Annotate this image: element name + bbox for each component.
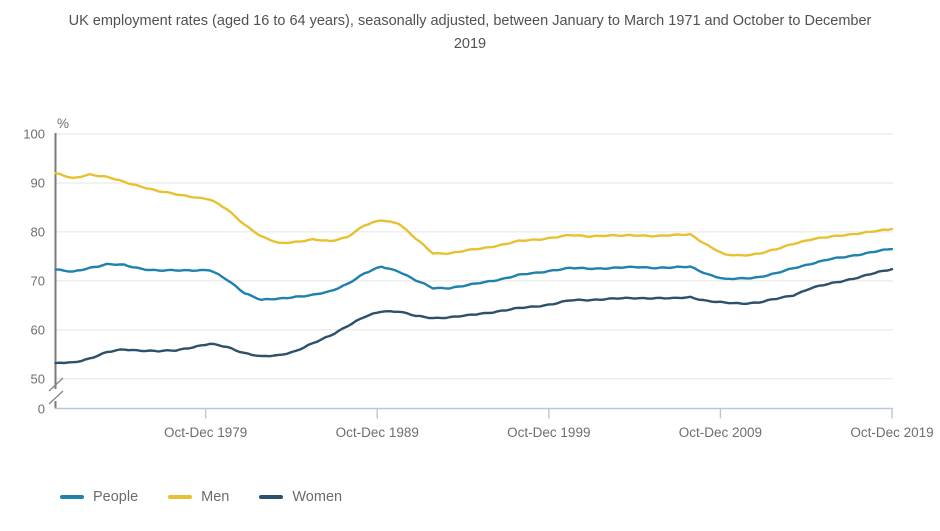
axis-break-slash-upper-icon bbox=[48, 377, 64, 392]
women-line-swatch-icon bbox=[259, 495, 284, 499]
series-line-men bbox=[54, 171, 894, 257]
chart-title: UK employment rates (aged 16 to 64 years… bbox=[68, 13, 872, 53]
x-axis: Oct-Dec 1979 Oct-Dec 1989 Oct-Dec 1999 Oct-… bbox=[55, 407, 934, 440]
legend-item-men: Men bbox=[168, 489, 229, 505]
y-tick-label-70: 70 bbox=[31, 273, 45, 288]
gridlines bbox=[55, 133, 893, 380]
legend-label-women: Women bbox=[292, 489, 343, 505]
series-lines bbox=[54, 171, 894, 365]
y-tick-label-0: 0 bbox=[38, 402, 45, 417]
axis-break-slash-lower-icon bbox=[48, 390, 64, 405]
x-tick-label: Oct-Dec 2019 bbox=[850, 425, 933, 440]
legend-item-people: People bbox=[60, 489, 138, 505]
legend-label-people: People bbox=[93, 489, 139, 505]
x-tick-label: Oct-Dec 2009 bbox=[679, 425, 762, 440]
legend-label-men: Men bbox=[201, 489, 230, 505]
series-line-people bbox=[54, 247, 894, 302]
people-line-swatch-icon bbox=[60, 495, 84, 499]
y-axis-unit-label: % bbox=[57, 116, 69, 131]
y-tick-label-100: 100 bbox=[23, 127, 45, 142]
y-tick-label-80: 80 bbox=[31, 224, 45, 239]
legend-item-women: Women bbox=[259, 489, 342, 505]
x-tick-label: Oct-Dec 1979 bbox=[164, 425, 247, 440]
y-tick-label-50: 50 bbox=[31, 371, 45, 386]
chart-legend: People Men Women bbox=[60, 489, 342, 505]
x-tick-label: Oct-Dec 1999 bbox=[507, 425, 590, 440]
y-tick-label-60: 60 bbox=[31, 322, 45, 337]
x-tick-label: Oct-Dec 1989 bbox=[336, 425, 419, 440]
series-line-women bbox=[54, 267, 894, 365]
men-line-swatch-icon bbox=[168, 495, 193, 499]
y-axis: 100 90 80 70 60 50 0 bbox=[23, 127, 64, 417]
y-tick-label-90: 90 bbox=[31, 175, 45, 190]
